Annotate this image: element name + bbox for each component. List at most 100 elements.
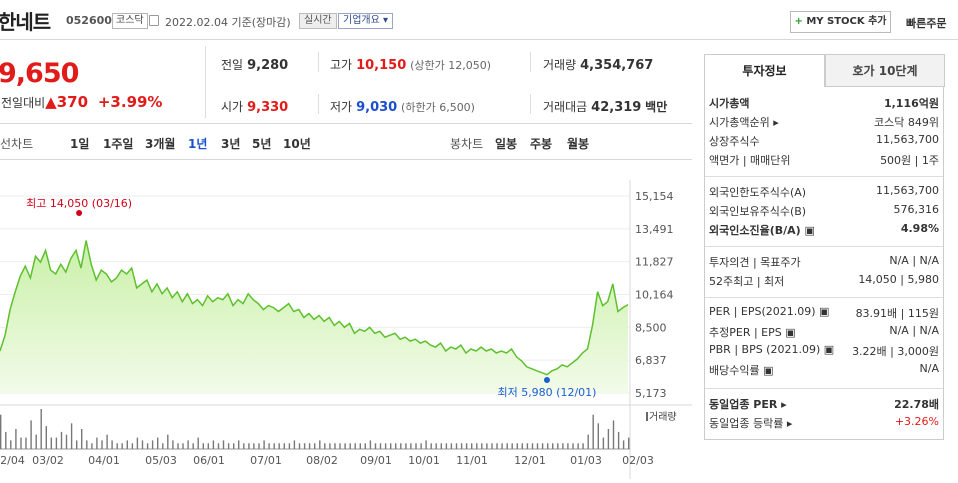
y-tick-label: 6,837 — [635, 354, 667, 367]
divider — [530, 94, 531, 114]
volume-bar — [415, 443, 417, 449]
volume-label: 거래량 — [543, 58, 577, 72]
price-chart-svg: 15,15413,49111,82710,1648,5006,8375,173 … — [0, 180, 692, 479]
volume-bar — [314, 443, 316, 449]
volume-bar — [521, 443, 523, 449]
volume-bar — [390, 443, 392, 449]
volume-bar — [192, 443, 194, 449]
volume-bar — [329, 443, 331, 449]
tab-1day[interactable]: 1일 — [70, 137, 90, 151]
volume-bar — [76, 440, 78, 449]
volume-bar — [607, 429, 610, 449]
volume-bar — [157, 437, 159, 449]
x-tick-label: 06/01 — [193, 454, 225, 467]
x-tick-label: 09/01 — [360, 454, 392, 467]
volume-bar — [410, 443, 412, 449]
invest-info-value: 22.78배 — [894, 398, 939, 411]
volume-bar — [10, 440, 12, 449]
invest-info-value: 576,316 — [893, 203, 940, 216]
volume-bar — [146, 443, 149, 449]
volume-bar — [344, 443, 346, 449]
invest-info-row: 시가총액순위 ▸ 코스닥 849위 — [709, 114, 939, 132]
tab-daily[interactable]: 일봉 — [495, 137, 518, 151]
invest-info-key[interactable]: 동일업종 PER ▸ — [709, 398, 787, 411]
volume-bar — [116, 443, 118, 449]
volume-bar — [319, 440, 321, 449]
volume-bar — [121, 443, 123, 449]
quick-order-button[interactable]: 빠른주문 — [906, 17, 947, 30]
invest-info-key: 추정PER | EPS ▣ — [709, 326, 796, 339]
tab-monthly[interactable]: 월봉 — [567, 137, 590, 151]
volume-bar — [212, 440, 215, 449]
tab-10year[interactable]: 10년 — [283, 137, 311, 151]
tab-3year[interactable]: 3년 — [221, 137, 241, 151]
invest-info-value: 500원 | 1주 — [880, 154, 939, 167]
invest-info-value: 11,563,700 — [876, 133, 939, 146]
y-tick-label: 13,491 — [635, 223, 674, 236]
add-mystock-label: MY STOCK 추가 — [806, 16, 887, 27]
volume-bar — [460, 443, 463, 449]
volume-bar — [405, 443, 407, 449]
live-badge[interactable]: 실시간 — [299, 13, 337, 29]
tab-weekly[interactable]: 주봉 — [530, 137, 553, 151]
volume-bar — [420, 443, 422, 449]
volume-bar — [471, 443, 473, 449]
chart-tabs: 선차트 1일 1주일 3개월 1년 3년 5년 10년 봉차트 일봉 주봉 월봉 — [0, 124, 692, 160]
volume-bar — [577, 443, 579, 449]
line-chart-label: 선차트 — [0, 137, 34, 151]
corp-overview-button[interactable]: 기업개요 ▾ — [338, 13, 393, 29]
volume-bar — [50, 437, 52, 449]
high-marker — [76, 210, 83, 216]
volume-bar — [238, 440, 240, 449]
tab-invest-info[interactable]: 투자정보 — [704, 54, 825, 87]
tab-orderbook[interactable]: 호가 10단계 — [825, 54, 945, 87]
volume-bar — [547, 443, 549, 449]
volume-bar — [25, 437, 27, 449]
invest-info-row: PER | EPS(2021.09) ▣ 83.91배 | 115원 — [709, 305, 939, 323]
invest-info-key[interactable]: 시가총액순위 ▸ — [709, 116, 779, 129]
header-bar: 한네트 052600 코스닥 2022.02.04 기준(장마감) 실시간 기업… — [0, 0, 958, 40]
volume-bar — [349, 443, 351, 449]
x-tick-label: 12/01 — [514, 454, 546, 467]
invest-info-value: N/A | N/A — [889, 254, 939, 267]
invest-info-key: 52주최고 | 최저 — [709, 275, 785, 288]
quote-summary: 9,650 전일대비▲370 +3.99% 전일 9,280 고가 10,150 (… — [0, 40, 692, 124]
tab-1week[interactable]: 1주일 — [103, 137, 134, 151]
invest-info-key[interactable]: 동일업종 등락률 ▸ — [709, 417, 793, 430]
volume-bar — [491, 443, 493, 449]
x-tick-label: 02/04 — [0, 454, 25, 467]
volume-bar — [572, 443, 574, 449]
company-name: 한네트 — [0, 10, 51, 34]
panel-divider — [705, 297, 943, 298]
open: 시가 9,330 — [221, 98, 288, 115]
volume-bar — [263, 440, 265, 449]
invest-info-panel: 투자정보 호가 10단계 시가총액 1,116억원 시가총액순위 ▸ 코스닥 849위… — [704, 54, 945, 440]
tab-1year[interactable]: 1년 — [188, 137, 208, 151]
invest-info-key: PBR | BPS (2021.09) ▣ — [709, 343, 835, 356]
volume-bar — [151, 440, 154, 449]
volume-bar — [141, 440, 144, 449]
add-mystock-button[interactable]: + MY STOCK 추가 — [790, 11, 891, 33]
volume-bar — [40, 409, 42, 449]
volume-bar — [70, 423, 73, 449]
high-label: 고가 — [330, 58, 353, 72]
volume-bar — [557, 443, 559, 449]
invest-info-row: 52주최고 | 최저 14,050 | 5,980 — [709, 273, 939, 291]
invest-info-key: 투자의견 | 목표주가 — [709, 256, 801, 269]
volume-bar — [35, 434, 37, 449]
volume-label: 거래량 — [649, 411, 677, 423]
x-tick-label: 01/03 — [570, 454, 602, 467]
tab-5year[interactable]: 5년 — [252, 137, 272, 151]
volume-bar — [101, 440, 103, 449]
volume-bar — [531, 443, 534, 449]
y-tick-label: 11,827 — [635, 256, 674, 269]
volume-bar — [628, 437, 630, 449]
volume-bar — [81, 429, 83, 449]
x-tick-label: 04/01 — [88, 454, 120, 467]
tab-3month[interactable]: 3개월 — [145, 137, 176, 151]
volume-bar — [20, 437, 22, 449]
amount-unit: 백만 — [645, 100, 668, 114]
volume-bar — [435, 443, 437, 449]
volume-bar — [5, 431, 7, 449]
volume-bar — [455, 443, 458, 449]
